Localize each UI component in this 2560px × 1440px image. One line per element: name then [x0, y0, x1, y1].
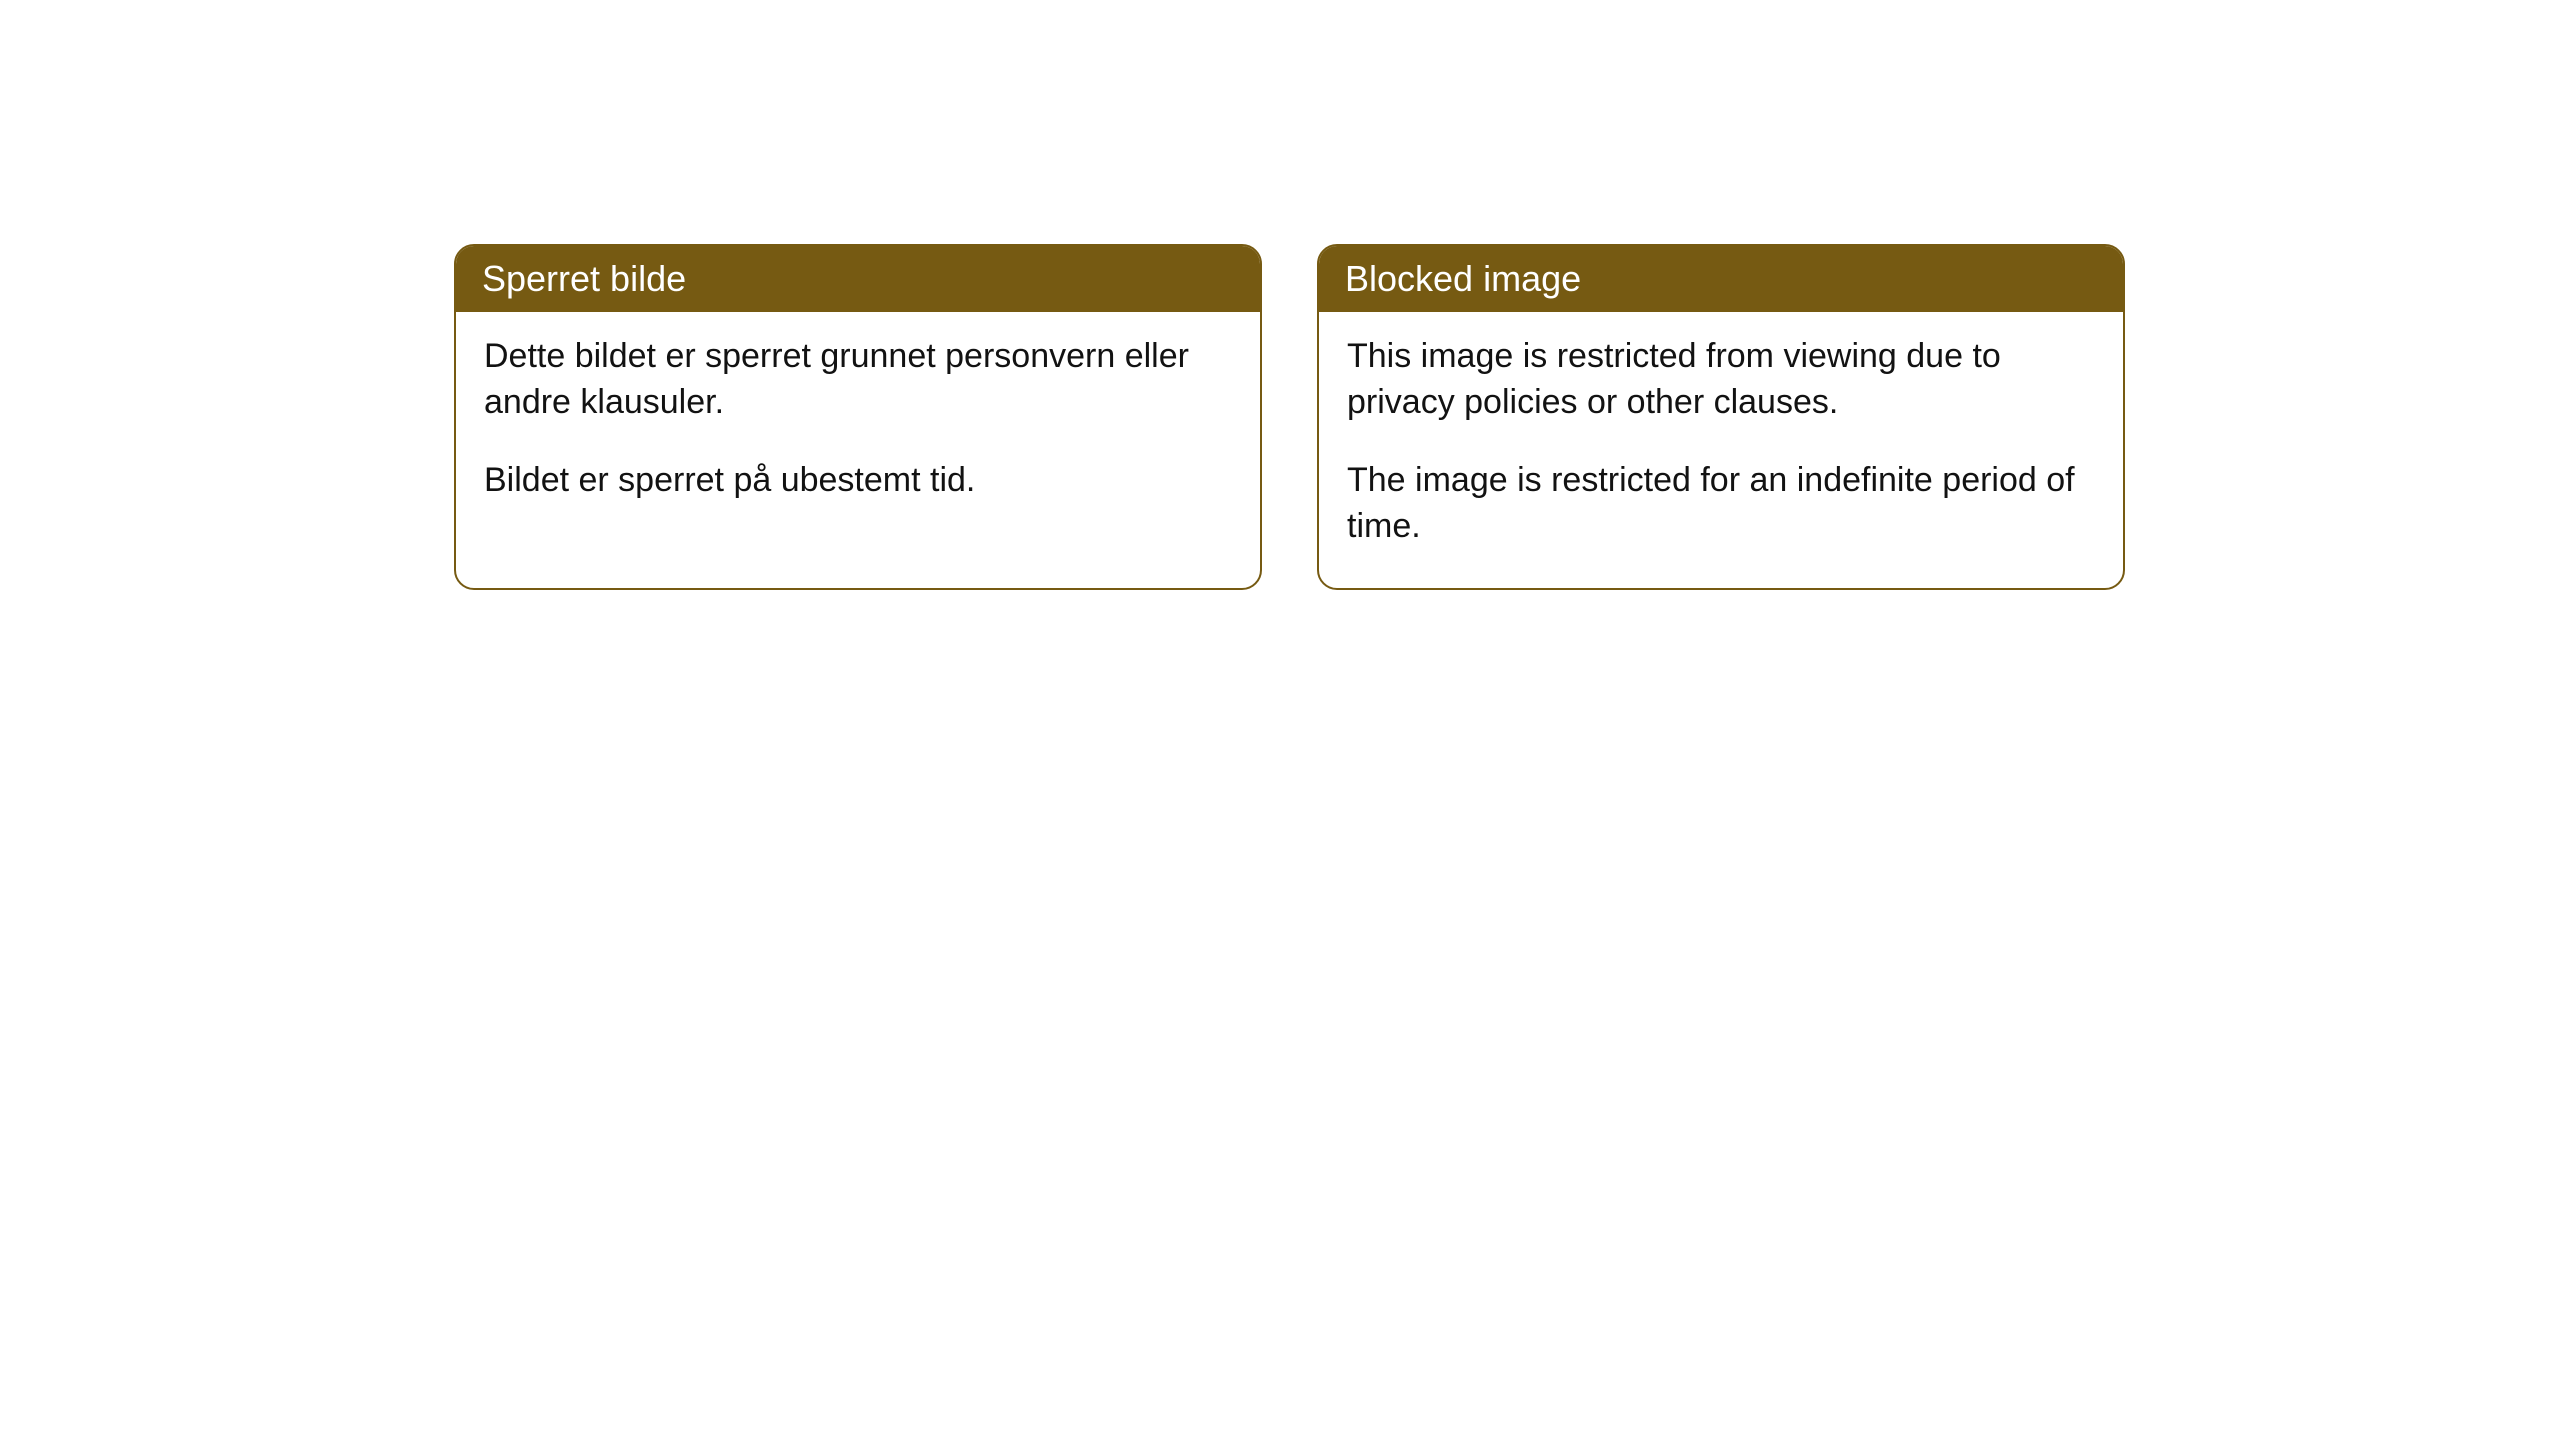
blocked-image-card-no: Sperret bilde Dette bildet er sperret gr… [454, 244, 1262, 590]
card-header-en: Blocked image [1319, 246, 2123, 312]
blocked-image-card-en: Blocked image This image is restricted f… [1317, 244, 2125, 590]
card-header-no: Sperret bilde [456, 246, 1260, 312]
card-paragraph-en-1: This image is restricted from viewing du… [1347, 334, 2095, 426]
card-paragraph-en-2: The image is restricted for an indefinit… [1347, 458, 2095, 550]
card-paragraph-no-1: Dette bildet er sperret grunnet personve… [484, 334, 1232, 426]
card-body-no: Dette bildet er sperret grunnet personve… [456, 312, 1260, 542]
cards-container: Sperret bilde Dette bildet er sperret gr… [454, 244, 2125, 590]
card-paragraph-no-2: Bildet er sperret på ubestemt tid. [484, 458, 1232, 504]
card-body-en: This image is restricted from viewing du… [1319, 312, 2123, 588]
